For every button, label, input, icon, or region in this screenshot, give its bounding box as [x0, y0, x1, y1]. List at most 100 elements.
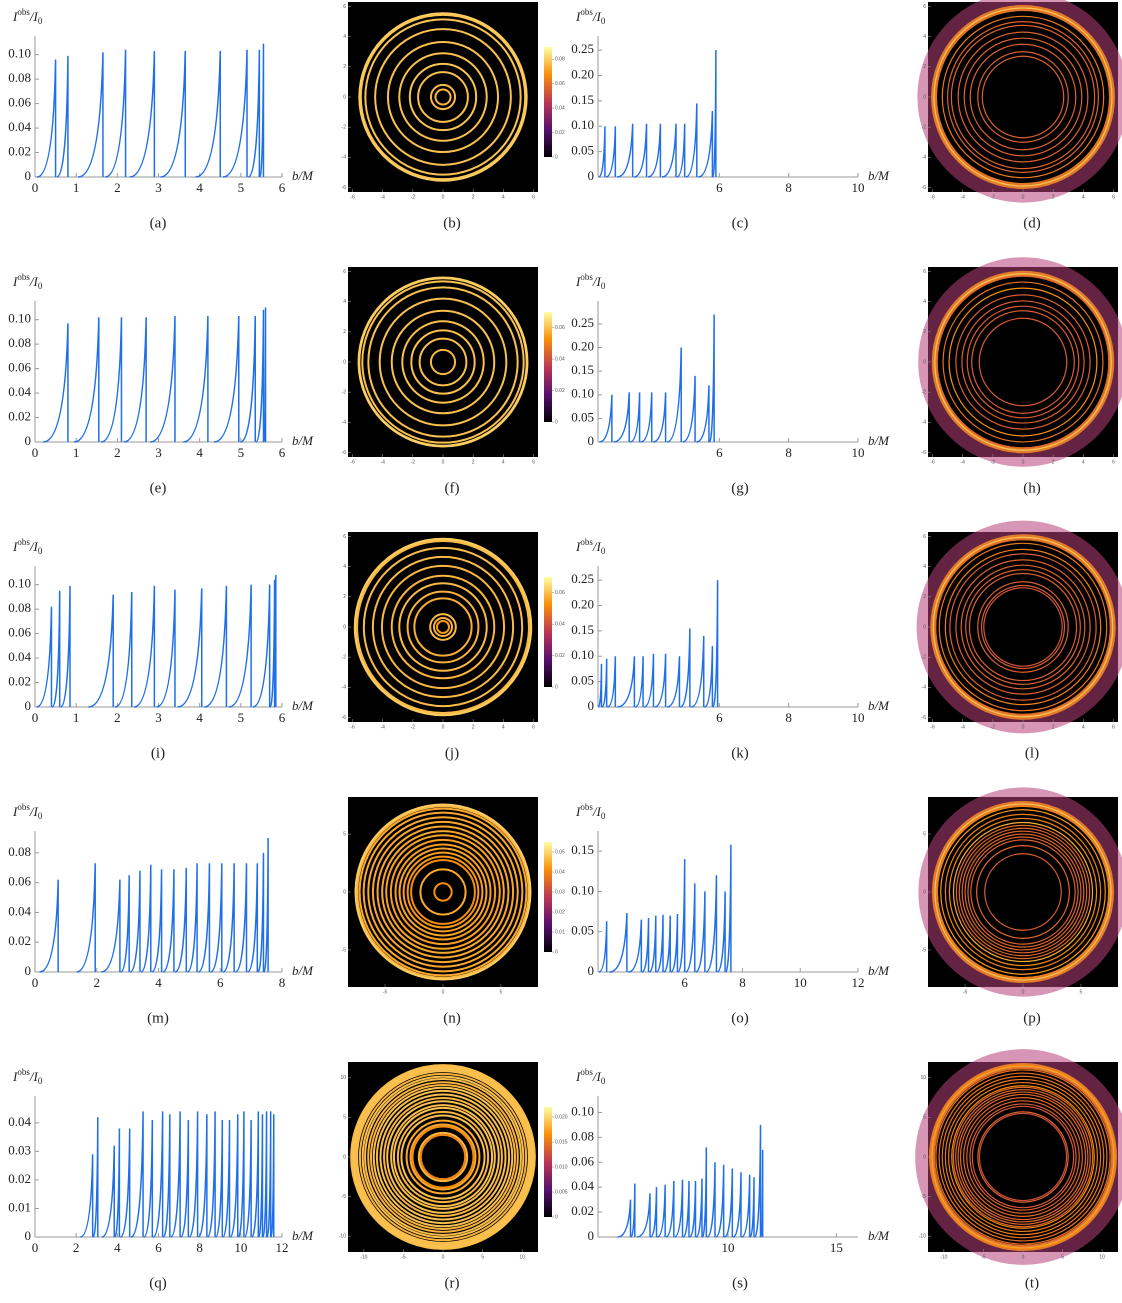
- colorbar-tick-label: 0.02: [555, 388, 565, 394]
- page: 00.020.040.060.080.100123456Iobs/I0b/M(a…: [0, 0, 1122, 1303]
- intensity-spike: [631, 1183, 635, 1237]
- intensity-spike: [121, 875, 129, 972]
- panel-caption: (h): [1023, 480, 1041, 496]
- y-tick-label: 0: [923, 359, 926, 365]
- colorbar-tick-label: 0.06: [555, 590, 565, 596]
- x-label-part: /M: [298, 698, 315, 713]
- y-tick-label: 0.06: [8, 360, 31, 375]
- x-tick-label: 4: [502, 724, 505, 730]
- x-tick-label: 10: [794, 975, 807, 990]
- y-tick-label: 0.05: [571, 409, 594, 424]
- x-tick-label: 6: [681, 975, 688, 990]
- intensity-spike: [690, 1181, 696, 1237]
- intensity-spike: [263, 1111, 267, 1237]
- intensity-spike: [131, 1111, 143, 1237]
- y-tick-label: 0: [343, 624, 346, 630]
- intensity-spike: [89, 594, 114, 707]
- colorbar-tick-label: 0.05: [555, 849, 565, 855]
- intensity-spike: [678, 859, 685, 972]
- x-tick-label: -2: [411, 459, 416, 465]
- x-tick-label: 6: [1112, 724, 1115, 730]
- x-tick-label: 0: [442, 989, 445, 995]
- intensity-spike: [696, 891, 705, 972]
- y-tick-label: 5: [343, 831, 346, 837]
- intensity-spike: [181, 1120, 188, 1237]
- x-tick-label: 6: [532, 459, 535, 465]
- panel-caption: (q): [149, 1275, 167, 1291]
- x-tick-label: 5: [500, 989, 503, 995]
- figure: 00.020.040.060.080.100123456Iobs/I0b/M(a…: [0, 0, 1122, 1303]
- x-axis-label: b/M: [868, 698, 890, 713]
- x-tick-label: 8: [785, 710, 792, 725]
- intensity-spike: [40, 880, 59, 972]
- x-axis-label: b/M: [292, 698, 314, 713]
- intensity-spike: [651, 1187, 657, 1237]
- x-tick-label: 5: [1061, 1254, 1064, 1260]
- y-tick-label: 5: [923, 831, 926, 837]
- intensity-spike: [120, 1129, 129, 1237]
- x-tick-label: 10: [852, 445, 865, 460]
- y-tick-label: 0.15: [571, 92, 594, 107]
- x-tick-label: 3: [155, 180, 162, 195]
- x-tick-label: -4: [960, 194, 965, 200]
- y-tick-label: 0.10: [8, 576, 31, 591]
- panel-caption: (a): [150, 215, 167, 231]
- y-tick-label: 0.20: [571, 597, 594, 612]
- y-tick-label: 0.08: [571, 1128, 594, 1143]
- intensity-spike: [675, 1180, 683, 1237]
- x-tick-label: -2: [411, 194, 416, 200]
- intensity-spike: [183, 316, 208, 442]
- y-tick-label: 6: [923, 534, 926, 540]
- intensity-spike: [644, 654, 653, 707]
- panel-caption: (c): [732, 215, 749, 231]
- intensity-spike: [253, 585, 270, 707]
- intensity-spike: [614, 392, 630, 442]
- y-tick-label: 0.04: [8, 649, 31, 664]
- x-tick-label: 2: [472, 194, 475, 200]
- x-tick-label: 15: [830, 1240, 843, 1255]
- x-tick-label: 10: [234, 1240, 247, 1255]
- x-tick-label: 6: [279, 710, 286, 725]
- colorbar: [544, 577, 552, 687]
- intensity-spike: [74, 317, 99, 442]
- intensity-spike: [264, 838, 268, 972]
- y-tick-label: 0: [343, 889, 346, 895]
- intensity-spike: [187, 863, 197, 972]
- colorbar-tick-label: 0.06: [555, 81, 565, 87]
- colorbar-tick-label: 0.08: [555, 57, 565, 63]
- x-tick-label: 6: [716, 710, 723, 725]
- y-tick-label: 0.02: [8, 933, 31, 948]
- y-tick-label: 0: [923, 1154, 926, 1160]
- intensity-spike: [130, 871, 140, 972]
- y-tick-label: 2: [923, 329, 926, 335]
- intensity-spike: [144, 1120, 152, 1237]
- intensity-spike: [178, 588, 202, 707]
- x-tick-label: 0: [442, 194, 445, 200]
- y-tick-label: 0.10: [8, 311, 31, 326]
- panel-caption: (s): [732, 1275, 748, 1291]
- x-tick-label: -6: [930, 194, 935, 200]
- y-tick-label: 0.10: [571, 386, 594, 401]
- intensity-spike: [204, 586, 226, 707]
- intensity-spike: [198, 863, 209, 972]
- intensity-spike: [610, 913, 627, 972]
- x-tick-label: 6: [279, 180, 286, 195]
- intensity-spike: [101, 317, 121, 442]
- colorbar: [544, 47, 552, 157]
- x-tick-label: -2: [991, 459, 996, 465]
- intensity-spike: [240, 316, 255, 442]
- panel-caption: (i): [151, 745, 165, 761]
- panel-caption: (p): [1023, 1010, 1041, 1026]
- x-tick-label: -6: [930, 724, 935, 730]
- image-background: [348, 532, 538, 722]
- intensity-spike: [683, 1181, 689, 1237]
- x-tick-label: 2: [114, 180, 121, 195]
- intensity-spike: [52, 591, 59, 707]
- x-tick-label: 4: [502, 459, 505, 465]
- y-axis-label: Iobs/I0: [12, 1067, 43, 1086]
- y-tick-label: 0: [343, 1154, 346, 1160]
- y-tick-label: 0: [588, 433, 595, 448]
- intensity-spike: [598, 664, 601, 707]
- x-tick-label: 10: [1099, 1254, 1105, 1260]
- x-tick-label: 2: [472, 459, 475, 465]
